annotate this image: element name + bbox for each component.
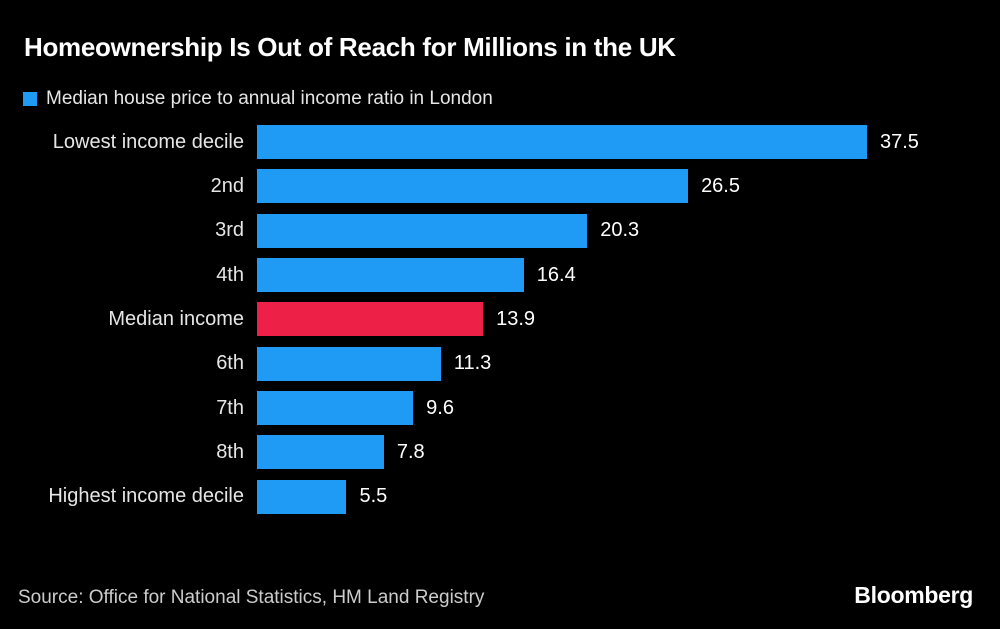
value-label: 7.8 [396,440,425,463]
category-label: 4th [216,263,244,286]
bar [257,435,384,470]
value-label: 9.6 [426,396,454,419]
value-label: 20.3 [600,219,640,242]
legend: Median house price to annual income rati… [23,88,493,110]
category-label: Median income [108,307,244,330]
bar-row: 7th 9.6 [0,386,1000,430]
chart-title: Homeownership Is Out of Reach for Millio… [24,32,676,62]
bar-highlighted [257,302,484,337]
value-label: 16.4 [536,263,576,286]
bar-row: Highest income decile 5.5 [0,475,1000,519]
category-label: 8th [216,440,244,463]
value-label: 5.5 [359,485,388,508]
source-note: Source: Office for National Statistics, … [18,587,485,608]
bar-row: 8th 7.8 [0,430,1000,474]
category-label: 3rd [215,219,244,242]
value-label: 37.5 [880,130,919,153]
legend-label: Median house price to annual income rati… [46,88,493,109]
bar [257,346,441,381]
bar [257,169,689,204]
bar-row: 4th 16.4 [0,253,1000,297]
legend-square-icon [23,92,37,106]
bar [257,258,524,293]
bar-row: 3rd 20.3 [0,209,1000,253]
value-label: 26.5 [701,174,740,197]
bar-row: Lowest income decile 37.5 [0,120,1000,164]
bar-row: 6th 11.3 [0,342,1000,386]
value-label: 11.3 [453,352,492,375]
bar-row: 2nd 26.5 [0,164,1000,208]
category-label: Highest income decile [48,485,244,508]
category-label: 7th [216,396,244,419]
value-label: 13.9 [496,307,536,330]
category-label: 6th [216,352,244,375]
bloomberg-logo: Bloomberg [854,582,973,608]
bar [257,213,588,248]
bar [257,479,347,514]
bar-chart: Lowest income decile 37.5 2nd 26.5 3rd 20.3 4t… [0,120,1000,519]
bar [257,391,414,426]
bar [257,125,867,160]
bar-row: Median income 13.9 [0,297,1000,341]
category-label: Lowest income decile [52,130,244,153]
category-label: 2nd [210,174,244,197]
